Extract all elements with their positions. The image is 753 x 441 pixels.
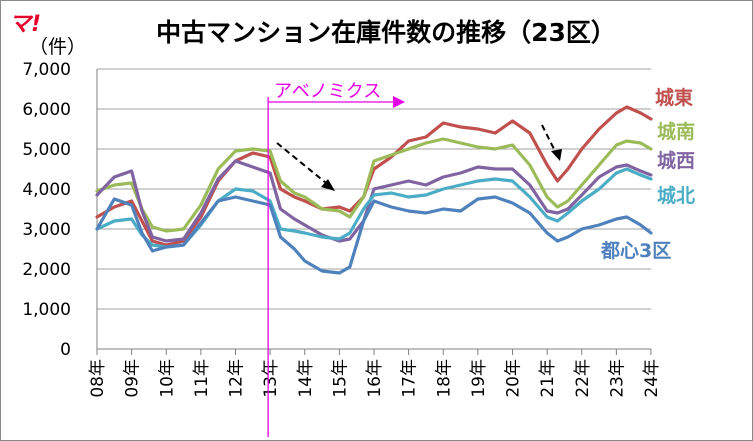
x-tick-label: 19年	[469, 359, 489, 398]
trend-arrow-down-2	[541, 124, 558, 156]
y-tick-label: 4,000	[22, 180, 71, 200]
y-tick-label: 0	[60, 340, 71, 360]
abenomics-arrow-head	[393, 96, 405, 108]
x-tick-label: 12年	[227, 359, 247, 398]
y-tick-label: 7,000	[22, 60, 71, 80]
x-tick-label: 10年	[157, 359, 177, 398]
y-tick-label: 2,000	[22, 260, 71, 280]
x-tick-label: 13年	[261, 359, 281, 398]
chart-title: 中古マンション在庫件数の推移（23区）	[156, 18, 616, 47]
x-tick-label: 22年	[573, 359, 593, 398]
trend-arrow-head-1	[321, 179, 335, 191]
trend-arrow-head-2	[551, 149, 562, 161]
x-tick-label: 20年	[504, 359, 524, 398]
y-tick-label: 1,000	[22, 300, 71, 320]
series-label-3: 城北	[657, 184, 695, 207]
series-label-1: 城南	[657, 120, 695, 143]
x-tick-label: 24年	[642, 359, 662, 398]
logo-mark: マ!	[9, 12, 41, 37]
trend-arrow-down-1	[276, 142, 332, 188]
x-tick-label: 16年	[365, 359, 385, 398]
y-tick-label: 3,000	[22, 220, 71, 240]
y-axis-unit-label: （件）	[29, 36, 86, 58]
series-label-0: 城東	[655, 86, 693, 109]
y-tick-label: 5,000	[22, 140, 71, 160]
x-tick-label: 14年	[296, 359, 316, 398]
x-tick-label: 08年	[88, 359, 108, 398]
series-line-4	[95, 195, 653, 275]
series-label-2: 城西	[657, 149, 695, 172]
x-tick-label: 09年	[123, 359, 143, 398]
series-label-4: 都心3区	[600, 240, 671, 262]
series-line-1	[95, 137, 653, 233]
abenomics-label: アベノミクス	[274, 81, 381, 102]
series-line-0	[95, 105, 653, 247]
x-tick-label: 15年	[330, 359, 350, 398]
x-tick-label: 11年	[192, 359, 212, 398]
series-line-2	[95, 159, 653, 243]
x-tick-label: 17年	[400, 359, 420, 398]
x-tick-label: 18年	[434, 359, 454, 398]
y-tick-label: 6,000	[22, 100, 71, 120]
x-tick-label: 21年	[538, 359, 558, 398]
x-tick-label: 23年	[607, 359, 627, 398]
